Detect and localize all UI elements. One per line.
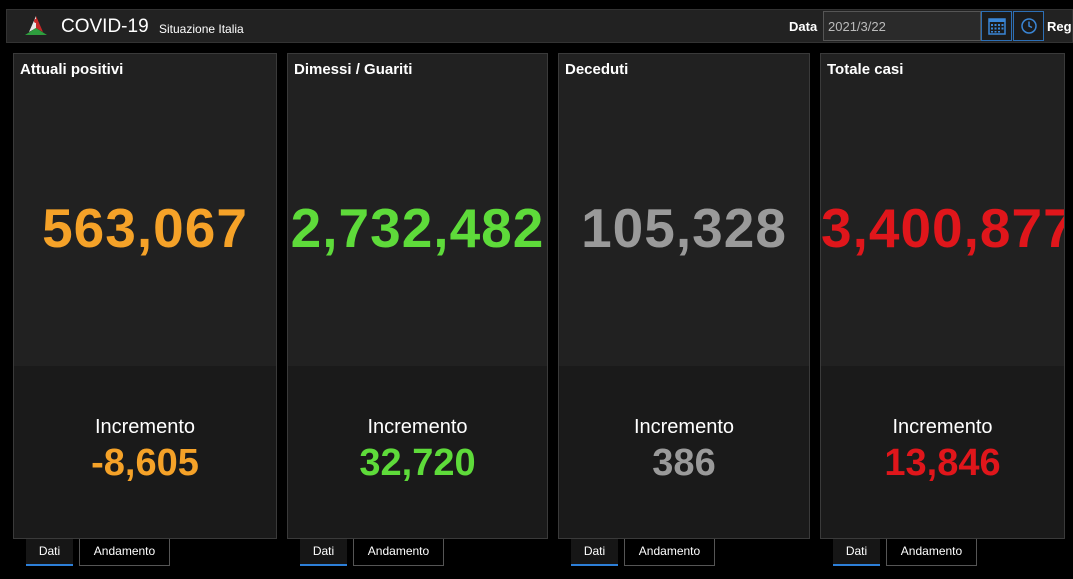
- card-title: Deceduti: [565, 61, 629, 78]
- increment-value: 386: [652, 442, 716, 484]
- tab-dati[interactable]: Dati: [833, 539, 880, 566]
- clock-icon: [1020, 18, 1037, 34]
- card-title: Totale casi: [827, 61, 904, 78]
- card-top: Dimessi / Guariti 2,732,482: [288, 54, 547, 366]
- card-title: Attuali positivi: [20, 61, 124, 78]
- card-bottom: Incremento 13,846: [821, 366, 1064, 538]
- calendar-button[interactable]: [981, 11, 1012, 41]
- card-top: Totale casi 3,400,877: [821, 54, 1064, 366]
- card-bottom: Incremento 32,720: [288, 366, 547, 538]
- italy-logo-icon: [25, 16, 47, 35]
- card-top: Attuali positivi 563,067: [14, 54, 276, 366]
- card-value: 2,732,482: [290, 197, 545, 259]
- card-top: Deceduti 105,328: [559, 54, 809, 366]
- app-subtitle: Situazione Italia: [159, 22, 244, 36]
- tab-andamento[interactable]: Andamento: [79, 539, 170, 566]
- tab-andamento[interactable]: Andamento: [886, 539, 977, 566]
- app-title: COVID-19: [61, 16, 149, 37]
- card-title: Dimessi / Guariti: [294, 61, 413, 78]
- region-label: Reg: [1047, 19, 1072, 34]
- tab-andamento[interactable]: Andamento: [353, 539, 444, 566]
- date-input[interactable]: [823, 11, 981, 41]
- calendar-icon: [987, 18, 1006, 35]
- app-header: COVID-19 Situazione Italia Data Reg: [6, 9, 1073, 43]
- card-bottom: Incremento -8,605: [14, 366, 276, 538]
- clock-button[interactable]: [1013, 11, 1044, 41]
- card-deceduti: Deceduti 105,328 Incremento 386: [558, 53, 810, 539]
- increment-label: Incremento: [94, 416, 196, 438]
- increment-label: Incremento: [367, 416, 468, 438]
- card-attuali-positivi: Attuali positivi 563,067 Incremento -8,6…: [13, 53, 277, 539]
- card-value: 105,328: [581, 197, 787, 259]
- card-value: 3,400,877: [821, 197, 1065, 259]
- increment-label: Incremento: [892, 416, 993, 438]
- tab-andamento[interactable]: Andamento: [624, 539, 715, 566]
- increment-label: Incremento: [633, 416, 735, 438]
- tab-dati[interactable]: Dati: [571, 539, 618, 566]
- tab-dati[interactable]: Dati: [300, 539, 347, 566]
- card-totale-casi: Totale casi 3,400,877 Incremento 13,846: [820, 53, 1065, 539]
- increment-value: -8,605: [91, 442, 199, 484]
- increment-value: 13,846: [884, 442, 1001, 484]
- card-value: 563,067: [42, 197, 248, 259]
- increment-value: 32,720: [359, 442, 476, 484]
- date-label: Data: [789, 19, 818, 34]
- card-dimessi-guariti: Dimessi / Guariti 2,732,482 Incremento 3…: [287, 53, 548, 539]
- tab-dati[interactable]: Dati: [26, 539, 73, 566]
- card-bottom: Incremento 386: [559, 366, 809, 538]
